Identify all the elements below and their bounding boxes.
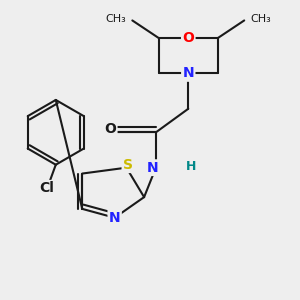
Text: N: N <box>182 66 194 80</box>
Text: O: O <box>182 31 194 45</box>
Text: CH₃: CH₃ <box>250 14 271 24</box>
Text: CH₃: CH₃ <box>106 14 126 24</box>
Text: N: N <box>109 211 121 225</box>
Text: Cl: Cl <box>40 181 54 195</box>
Text: S: S <box>123 158 133 172</box>
Text: H: H <box>186 160 196 173</box>
Text: N: N <box>147 161 159 175</box>
Text: O: O <box>104 122 116 136</box>
